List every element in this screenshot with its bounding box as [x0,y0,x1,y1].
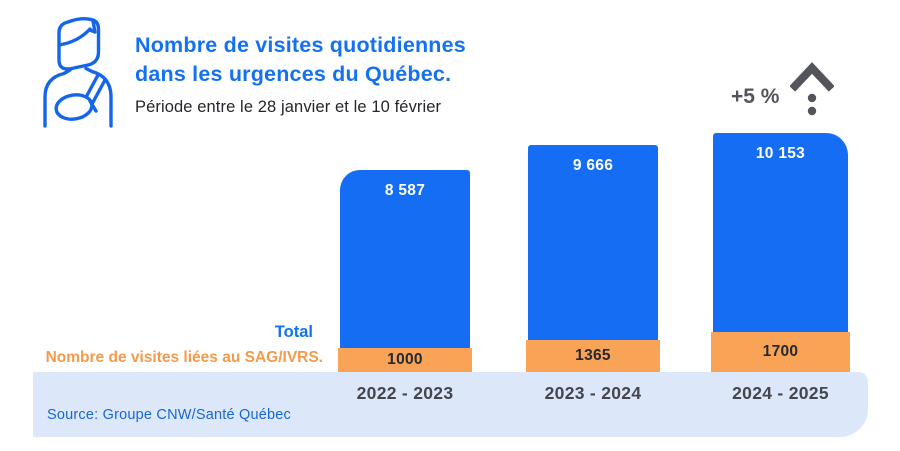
x-axis-band: Source: Groupe CNW/Santé Québec [33,372,868,437]
sag-ivrs-value-label: 1700 [762,343,799,360]
sag-ivrs-segment: 1700 [711,332,850,372]
trend-up-icon [790,62,834,116]
bar-2022-2023: 8 587 1000 [338,170,472,372]
sag-ivrs-segment: 1000 [338,348,472,372]
sag-ivrs-value-label: 1000 [387,351,423,368]
patient-arm-sling-icon [43,16,113,128]
total-value-label: 8 587 [384,182,426,199]
total-value-label: 10 153 [755,145,806,162]
bar-2023-2024: 9 666 1365 [526,145,660,372]
page-subtitle: Période entre le 28 janvier et le 10 fév… [135,98,442,116]
legend-sag-ivrs-label: Nombre de visites liées au SAG/IVRS. [45,349,323,366]
total-value-label: 9 666 [572,157,614,174]
bar-2024-2025: 10 153 1700 [711,133,850,372]
source-credit: Source: Groupe CNW/Santé Québec [47,407,291,423]
legend-total-label: Total [274,323,313,341]
page-title-line2: dans les urgences du Québec. [135,62,452,86]
sag-ivrs-segment: 1365 [526,340,660,372]
sag-ivrs-value-label: 1365 [575,347,611,364]
header: Nombre de visites quotidiennes dans les … [135,31,466,117]
delta-percentage-label: +5 % [731,85,780,108]
page-title-line1: Nombre de visites quotidiennes [135,33,466,57]
